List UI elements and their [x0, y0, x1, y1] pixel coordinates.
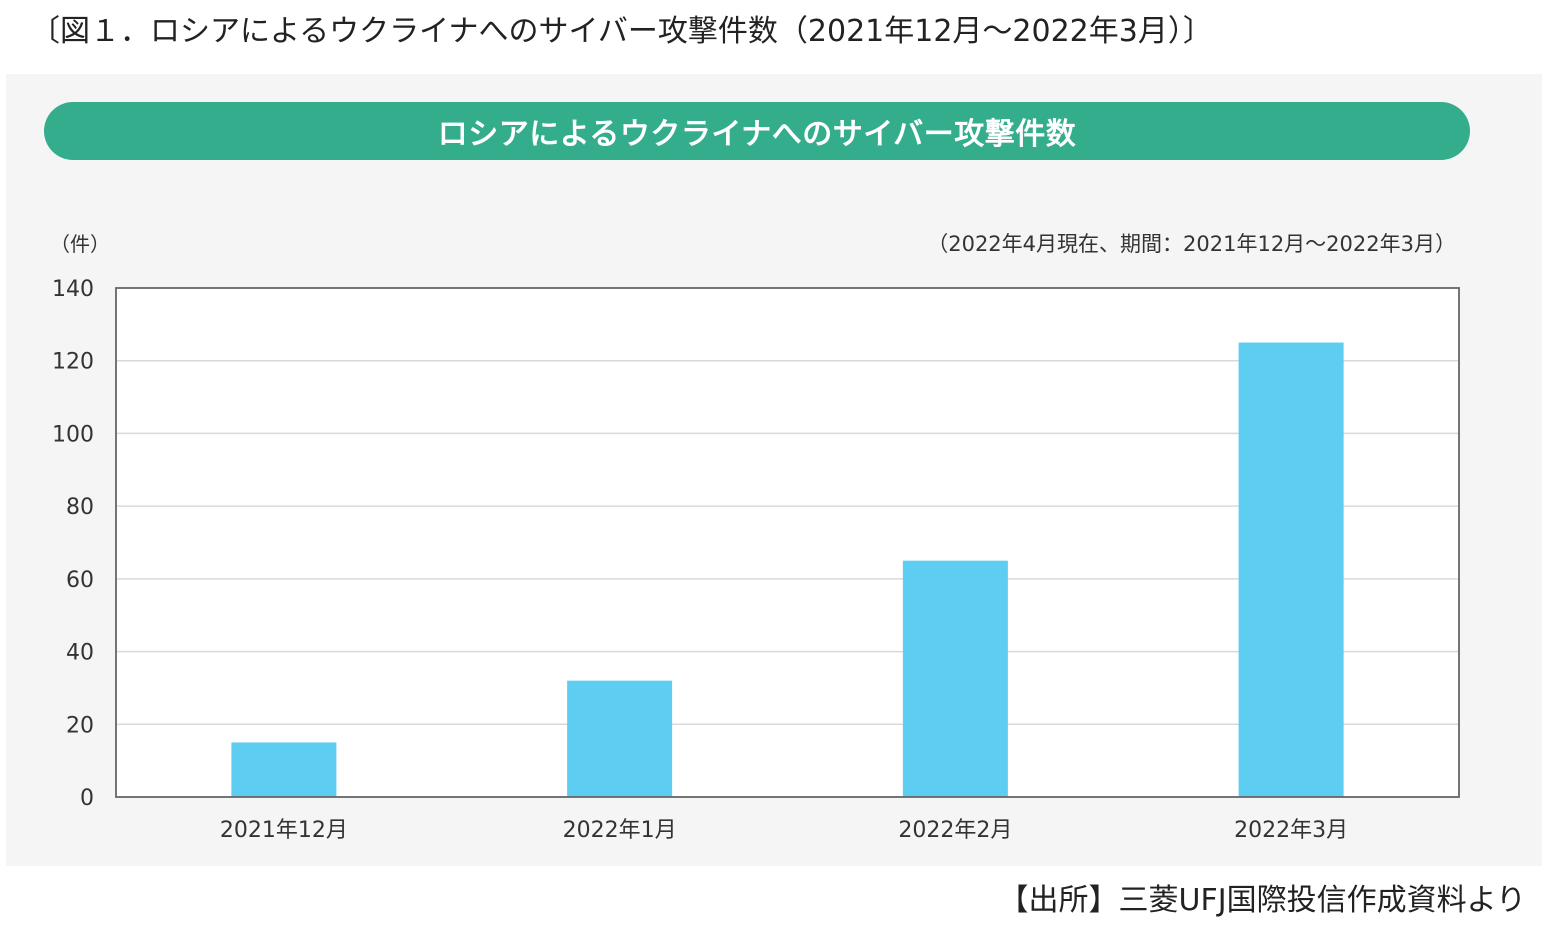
y-tick-label: 140	[52, 277, 94, 302]
x-tick-label: 2022年2月	[898, 818, 1012, 843]
bar	[1238, 342, 1344, 797]
chart-title: ロシアによるウクライナへのサイバー攻撃件数	[437, 117, 1077, 152]
y-axis-unit-label: （件）	[50, 232, 110, 256]
plot-area	[116, 288, 1459, 797]
source-note: 【出所】三菱UFJ国際投信作成資料より	[998, 883, 1526, 918]
y-tick-label: 80	[66, 495, 94, 520]
x-tick-label: 2022年3月	[1234, 818, 1348, 843]
y-tick-label: 40	[66, 641, 94, 666]
chart-title-banner: ロシアによるウクライナへのサイバー攻撃件数	[44, 102, 1470, 160]
y-tick-label: 60	[66, 568, 94, 593]
bar	[567, 680, 673, 797]
x-tick-label: 2021年12月	[220, 818, 348, 843]
y-tick-label: 100	[52, 422, 94, 447]
x-tick-label: 2022年1月	[563, 818, 677, 843]
bar	[902, 560, 1008, 797]
chart-subtitle: （2022年4月現在、期間：2021年12月～2022年3月）	[927, 232, 1456, 256]
y-tick-label: 20	[66, 713, 94, 738]
y-tick-label: 120	[52, 350, 94, 375]
bar	[231, 742, 337, 797]
plot-frame	[115, 287, 1460, 798]
figure-title: 〔図１．ロシアによるウクライナへのサイバー攻撃件数（2021年12月～2022年…	[30, 14, 1213, 49]
y-tick-label: 0	[80, 786, 94, 811]
